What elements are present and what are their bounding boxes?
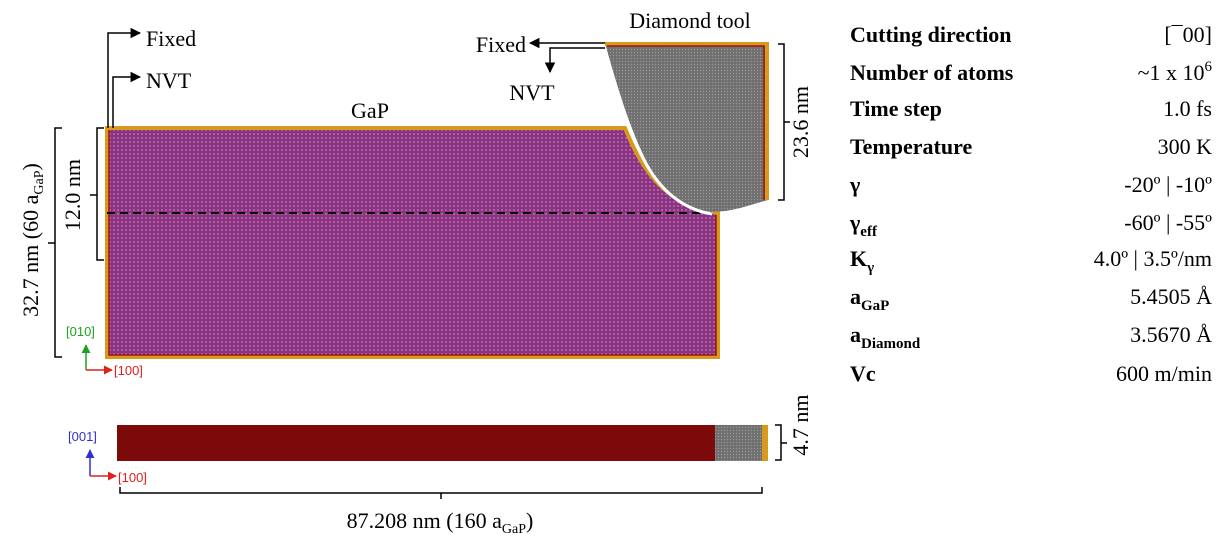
- cut-depth: 12.0 nm: [60, 159, 85, 231]
- parameter-value: [¯00]: [1164, 22, 1212, 47]
- value-text: 3.5670 Å: [1130, 322, 1212, 347]
- value-text: 5.4505 Å: [1130, 284, 1212, 309]
- side-workpiece: [117, 425, 715, 461]
- tool-height: 23.6 nm: [788, 86, 813, 158]
- value-text: 4.0º | 3.5º/nm: [1094, 246, 1212, 271]
- nvt-label: NVT: [146, 68, 192, 93]
- parameter-name: γeff: [849, 210, 878, 240]
- side-tool-border: [762, 425, 768, 461]
- thickness-bracket: [775, 425, 787, 460]
- name-sub: Diamond: [861, 336, 921, 352]
- parameter-name: Number of atoms: [850, 60, 1014, 85]
- parameter-table: Cutting direction [¯00] Number of atoms ~1 …: [849, 22, 1213, 386]
- name-text: Vc: [850, 361, 876, 386]
- length-bracket: [120, 487, 762, 499]
- name-text: Temperature: [850, 134, 972, 159]
- value-text: 1.0 fs: [1163, 96, 1212, 121]
- figure: Fixed NVT GaP Diamond tool Fixed NVT 23.…: [0, 0, 1220, 538]
- parameter-value: -20º | -10º: [1124, 172, 1212, 197]
- parameter-name: Time step: [850, 96, 942, 121]
- length-label: 87.208 nm (160 aGaP): [347, 508, 534, 537]
- name-sub: γ: [866, 260, 874, 276]
- parameter-name: Kγ: [850, 246, 874, 276]
- name-sub: eff: [860, 224, 878, 240]
- name-text: a: [850, 322, 861, 347]
- name-text: γ: [849, 172, 860, 197]
- parameter-name: γ: [849, 172, 860, 197]
- name-text: γ: [849, 210, 860, 235]
- parameter-name: Vc: [850, 361, 876, 386]
- parameter-value: 3.5670 Å: [1130, 322, 1212, 347]
- value-text: [¯00]: [1164, 22, 1212, 47]
- thickness: 4.7 nm: [788, 394, 813, 455]
- parameter-value: ~1 x 106: [1138, 59, 1213, 85]
- side-tool: [715, 425, 762, 461]
- workpiece-label: GaP: [351, 98, 389, 123]
- name-sub: GaP: [861, 298, 889, 314]
- height-label: 32.7 nm (60 aGaP): [18, 163, 47, 317]
- tool-label: Diamond tool: [629, 8, 751, 33]
- name-text: Time step: [850, 96, 942, 121]
- parameter-name: aDiamond: [850, 322, 921, 352]
- value-text: 600 m/min: [1116, 361, 1212, 386]
- value-sup: 6: [1205, 59, 1213, 75]
- parameter-value: 600 m/min: [1116, 361, 1212, 386]
- nvt-arrow: [113, 77, 140, 128]
- parameter-value: 5.4505 Å: [1130, 284, 1212, 309]
- fixed-label: Fixed: [146, 26, 196, 51]
- parameter-value: -60º | -55º: [1124, 210, 1212, 235]
- parameter-value: 1.0 fs: [1163, 96, 1212, 121]
- parameter-name: Cutting direction: [850, 22, 1012, 47]
- tool-nvt-arrow: [550, 48, 605, 72]
- parameter-name: Temperature: [850, 134, 972, 159]
- tool-fixed-label: Fixed: [476, 32, 526, 57]
- axis-z-label: [001]: [68, 429, 97, 444]
- name-text: Number of atoms: [850, 60, 1014, 85]
- cut-depth-bracket: [90, 128, 104, 260]
- name-text: a: [850, 284, 861, 309]
- axis-x2-label: [100]: [118, 470, 147, 485]
- parameter-name: aGaP: [850, 284, 889, 314]
- parameter-value: 4.0º | 3.5º/nm: [1094, 246, 1212, 271]
- parameter-value: 300 K: [1158, 134, 1213, 159]
- workpiece: [107, 128, 718, 357]
- axis-x-label: [100]: [114, 363, 143, 378]
- tool-nvt-label: NVT: [509, 80, 555, 105]
- value-text: ~1 x 10: [1138, 60, 1205, 85]
- value-text: -20º | -10º: [1124, 172, 1212, 197]
- value-text: 300 K: [1158, 134, 1213, 159]
- name-text: K: [850, 246, 867, 271]
- axis-y-label: [010]: [66, 324, 95, 339]
- name-text: Cutting direction: [850, 22, 1012, 47]
- value-text: -60º | -55º: [1124, 210, 1212, 235]
